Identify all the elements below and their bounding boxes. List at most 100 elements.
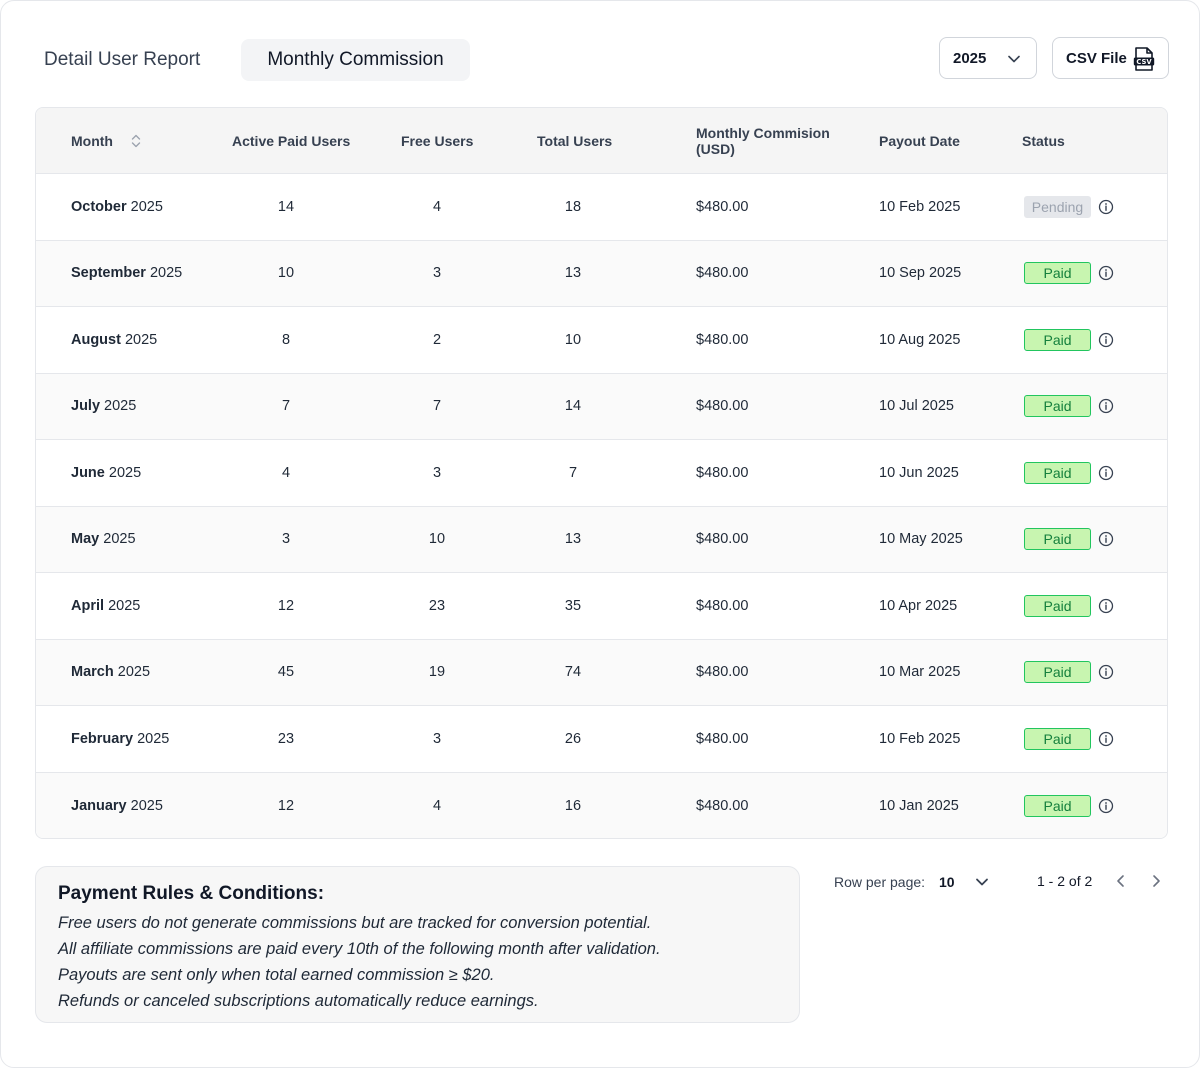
cell-free-users: 4 (432, 797, 442, 814)
cell-total-users: 18 (564, 198, 582, 215)
cell-commission: $480.00 (696, 664, 749, 681)
tab-detail-user-report[interactable]: Detail User Report (44, 49, 201, 70)
cell-payout-date: 10 Feb 2025 (879, 730, 961, 747)
info-icon[interactable] (1098, 731, 1114, 747)
column-commission-line1: Monthly Commision (696, 125, 830, 141)
cell-month: March 2025 (71, 640, 150, 706)
cell-active-paid-users: 4 (281, 464, 291, 481)
cell-total-users: 13 (564, 531, 582, 548)
status-badge: Paid (1024, 594, 1091, 617)
info-icon[interactable] (1098, 199, 1114, 215)
info-icon[interactable] (1098, 332, 1114, 348)
cell-commission: $480.00 (696, 464, 749, 481)
cell-payout-date: 10 Jan 2025 (879, 797, 959, 814)
month-year: 2025 (130, 198, 163, 215)
cell-status: Paid (1024, 241, 1114, 307)
rule-line: Free users do not generate commissions b… (58, 914, 652, 932)
table-row: May 2025 3 10 13 $480.00 10 May 2025 Paid (36, 506, 1167, 573)
table-row: January 2025 12 4 16 $480.00 10 Jan 2025 Paid (36, 772, 1167, 838)
cell-payout-date: 10 Jul 2025 (879, 398, 954, 415)
chevron-down-icon (1006, 51, 1022, 71)
info-icon[interactable] (1098, 465, 1114, 481)
rule-line: Refunds or canceled subscriptions automa… (58, 992, 539, 1010)
cell-free-users: 3 (432, 265, 442, 282)
prev-page-chevron-left-icon[interactable] (1112, 872, 1130, 895)
cell-active-paid-users: 12 (277, 797, 295, 814)
cell-commission: $480.00 (696, 198, 749, 215)
column-month-label: Month (71, 133, 113, 149)
month-year: 2025 (108, 597, 141, 614)
month-name: March (71, 664, 114, 681)
month-year: 2025 (103, 531, 136, 548)
rule-line: Payouts are sent only when total earned … (58, 966, 495, 984)
status-badge: Paid (1024, 262, 1091, 285)
table-row: July 2025 7 7 14 $480.00 10 Jul 2025 Paid (36, 373, 1167, 440)
cell-total-users: 74 (564, 664, 582, 681)
year-select-value: 2025 (953, 49, 987, 67)
csv-download-button[interactable]: CSV File CSV (1052, 37, 1169, 79)
month-name: July (71, 398, 101, 415)
payment-rules-title: Payment Rules & Conditions: (58, 883, 325, 904)
cell-status: Paid (1024, 507, 1114, 573)
rule-line: All affiliate commissions are paid every… (58, 940, 661, 958)
info-icon[interactable] (1098, 664, 1114, 680)
table-row: April 2025 12 23 35 $480.00 10 Apr 2025 Paid (36, 573, 1167, 640)
column-commission-line2: (USD) (696, 141, 735, 157)
cell-commission: $480.00 (696, 265, 749, 282)
info-icon[interactable] (1098, 598, 1114, 614)
cell-active-paid-users: 3 (281, 531, 291, 548)
column-header-monthly-commission: Monthly Commision (USD) (696, 125, 830, 157)
info-icon[interactable] (1098, 798, 1114, 814)
cell-free-users: 4 (432, 198, 442, 215)
cell-active-paid-users: 7 (281, 398, 291, 415)
cell-commission: $480.00 (696, 331, 749, 348)
page-info: 1 - 2 of 2 (1037, 873, 1093, 889)
cell-commission: $480.00 (696, 730, 749, 747)
month-name: April (71, 597, 105, 614)
info-icon[interactable] (1098, 531, 1114, 547)
table-row: September 2025 10 3 13 $480.00 10 Sep 2025 Pai… (36, 240, 1167, 307)
cell-total-users: 10 (564, 331, 582, 348)
next-page-chevron-right-icon[interactable] (1147, 872, 1165, 895)
cell-payout-date: 10 Apr 2025 (879, 597, 958, 614)
cell-payout-date: 10 Sep 2025 (879, 265, 962, 282)
cell-active-paid-users: 10 (277, 265, 295, 282)
column-header-status: Status (1022, 133, 1065, 149)
cell-free-users: 23 (428, 597, 446, 614)
cell-free-users: 7 (432, 398, 442, 415)
tab-monthly-commission[interactable]: Monthly Commission (241, 39, 470, 81)
status-badge: Pending (1024, 195, 1091, 218)
cell-active-paid-users: 23 (277, 730, 295, 747)
cell-payout-date: 10 Feb 2025 (879, 198, 961, 215)
sort-icon[interactable] (130, 133, 142, 149)
cell-active-paid-users: 8 (281, 331, 291, 348)
status-badge: Paid (1024, 528, 1091, 551)
rows-per-page-value[interactable]: 10 (939, 874, 955, 890)
month-name: January (71, 797, 127, 814)
cell-month: July 2025 (71, 374, 136, 440)
cell-status: Paid (1024, 706, 1114, 772)
cell-total-users: 35 (564, 597, 582, 614)
month-name: February (71, 730, 134, 747)
cell-status: Paid (1024, 573, 1114, 639)
year-select[interactable]: 2025 (939, 37, 1037, 79)
status-badge: Paid (1024, 328, 1091, 351)
cell-total-users: 14 (564, 398, 582, 415)
column-header-total-users: Total Users (537, 133, 613, 149)
column-header-month[interactable]: Month (71, 133, 142, 149)
month-year: 2025 (124, 331, 158, 348)
table-row: March 2025 45 19 74 $480.00 10 Mar 2025 Paid (36, 639, 1167, 706)
cell-status: Paid (1024, 374, 1114, 440)
status-badge: Paid (1024, 395, 1091, 418)
cell-status: Paid (1024, 307, 1114, 373)
info-icon[interactable] (1098, 265, 1114, 281)
month-name: October (71, 198, 127, 215)
cell-commission: $480.00 (696, 797, 749, 814)
column-header-active-paid-users: Active Paid Users (232, 133, 351, 149)
status-badge: Paid (1024, 727, 1091, 750)
rows-per-page-chevron-down-icon[interactable] (973, 873, 991, 896)
table-row: February 2025 23 3 26 $480.00 10 Feb 2025 Paid (36, 706, 1167, 773)
month-name: May (71, 531, 100, 548)
info-icon[interactable] (1098, 398, 1114, 414)
cell-free-users: 2 (432, 331, 442, 348)
